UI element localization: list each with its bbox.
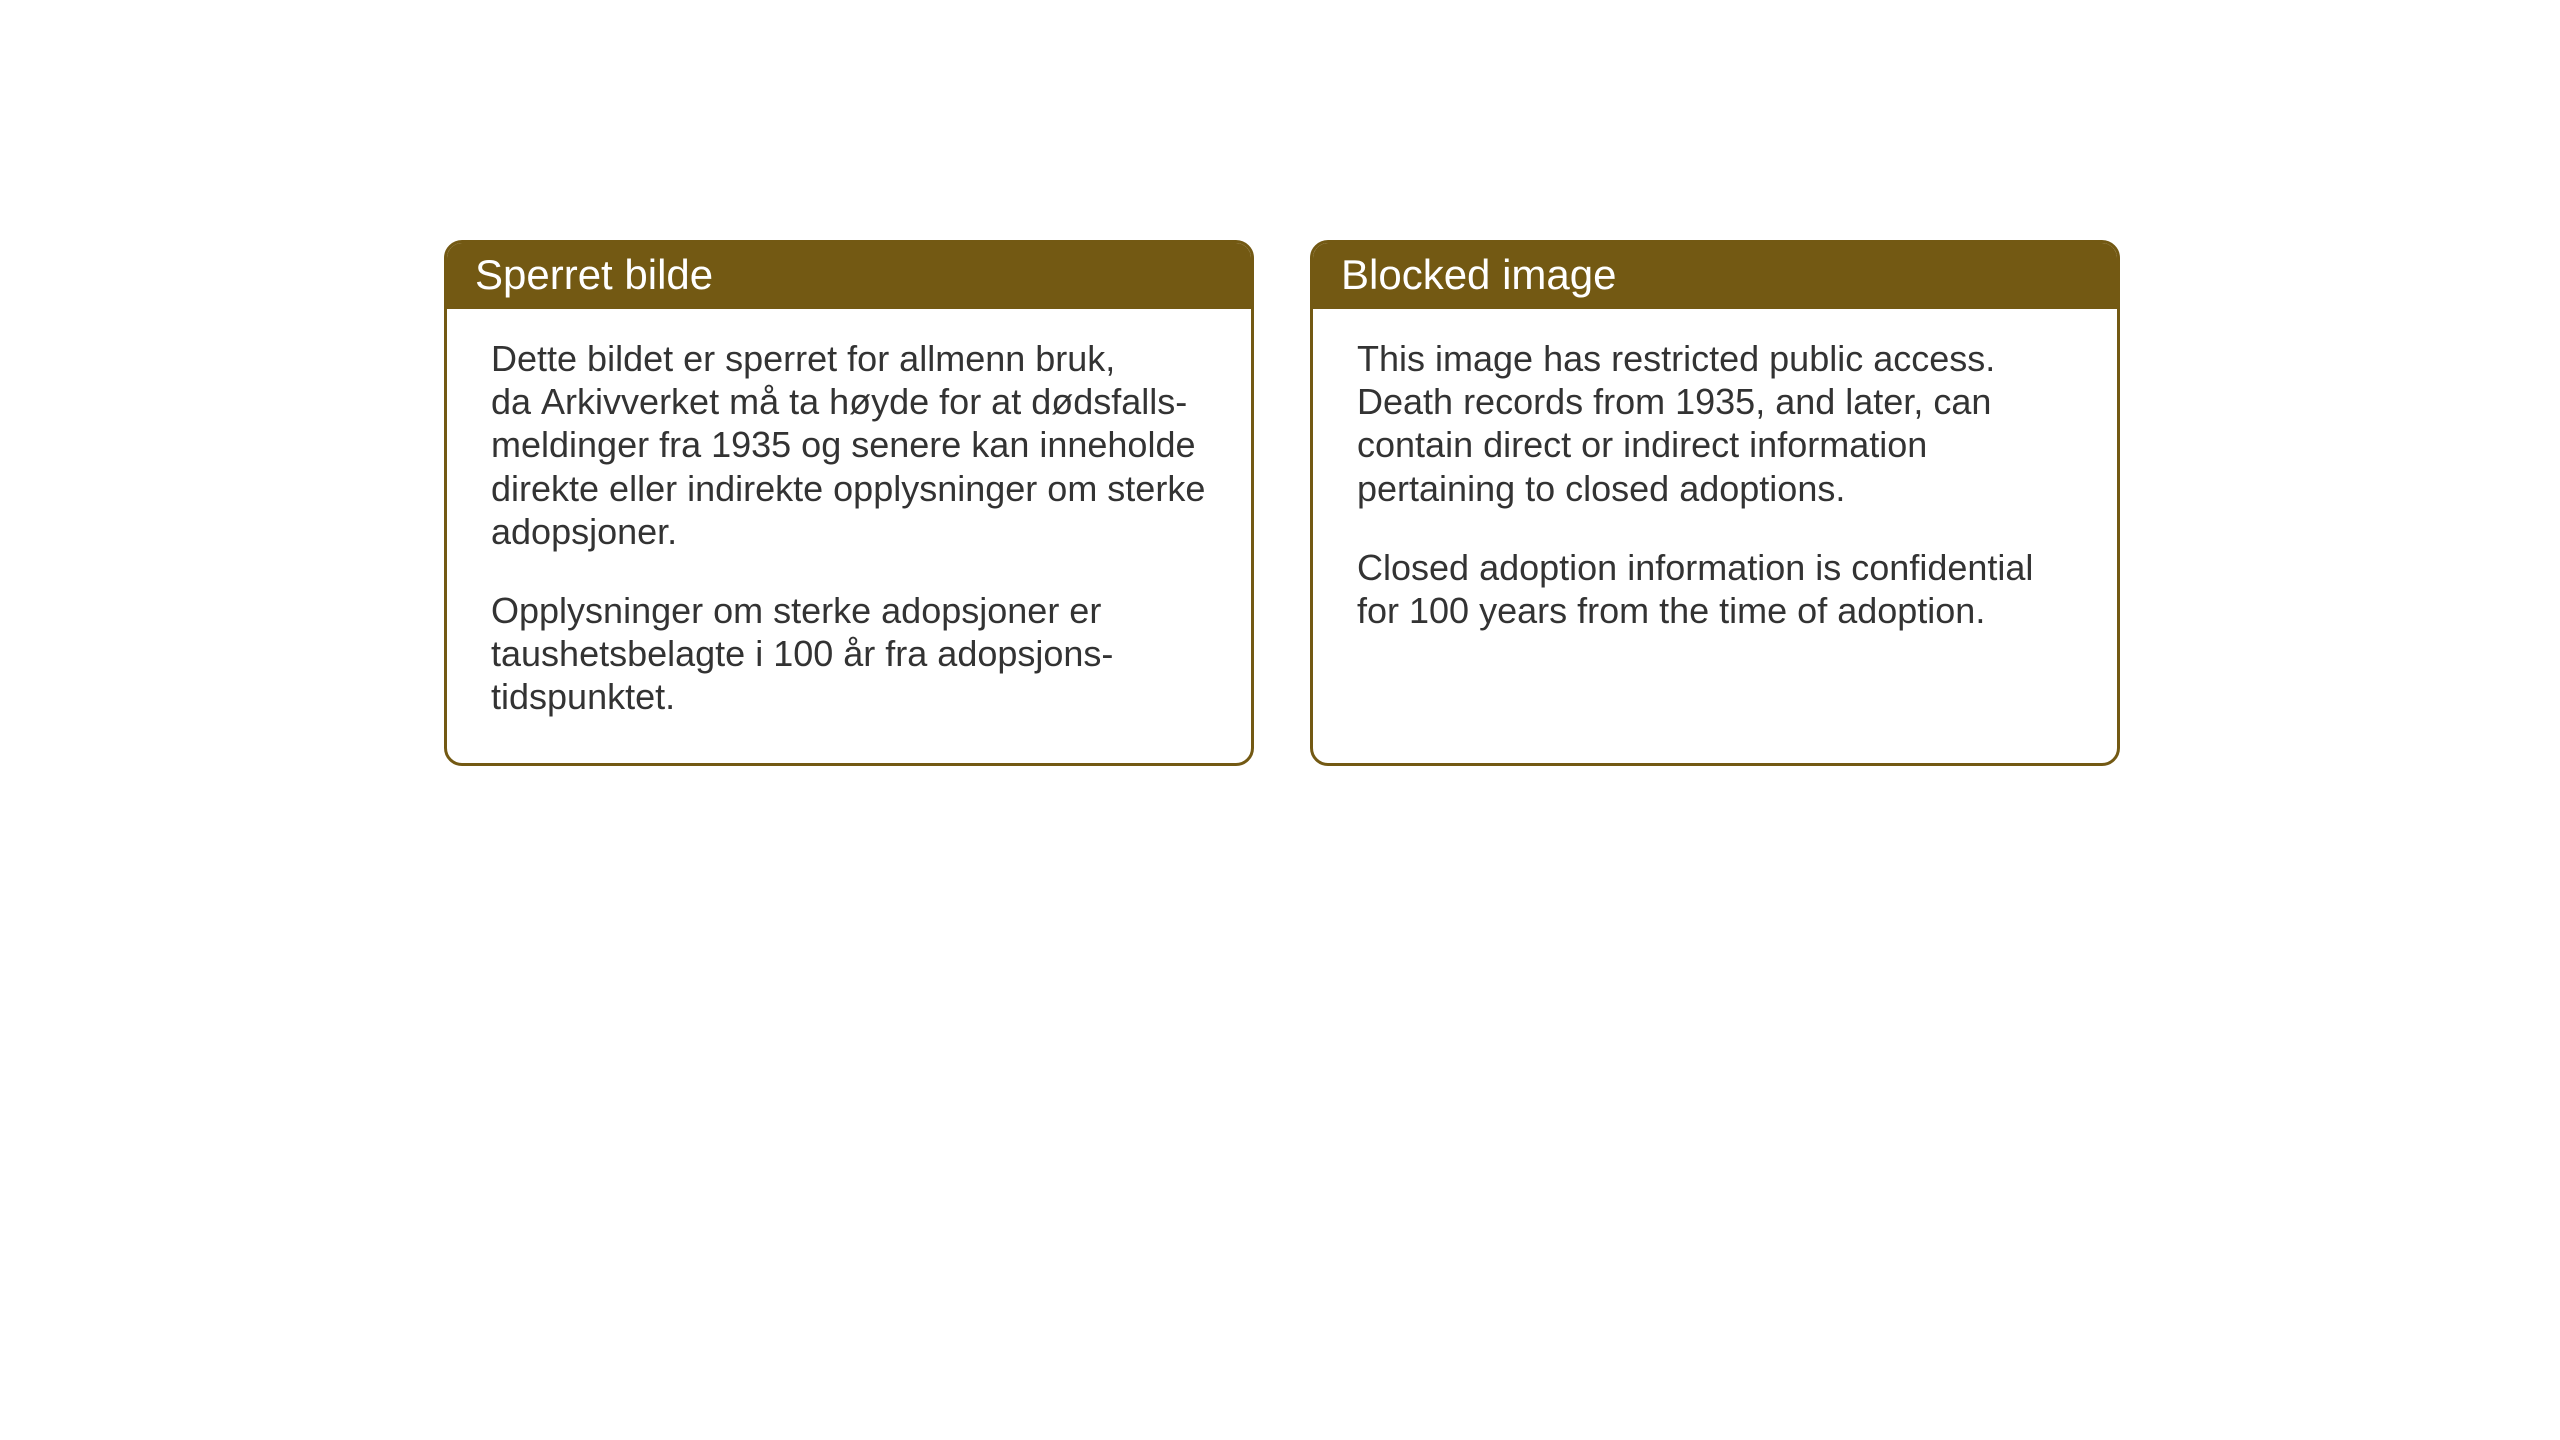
english-card-header: Blocked image [1313, 243, 2117, 309]
norwegian-card-body: Dette bildet er sperret for allmenn bruk… [447, 309, 1251, 763]
english-card-body: This image has restricted public access.… [1313, 309, 2117, 676]
norwegian-paragraph-1: Dette bildet er sperret for allmenn bruk… [491, 337, 1207, 553]
notice-container: Sperret bilde Dette bildet er sperret fo… [444, 240, 2120, 766]
english-paragraph-1: This image has restricted public access.… [1357, 337, 2073, 510]
english-notice-card: Blocked image This image has restricted … [1310, 240, 2120, 766]
english-card-title: Blocked image [1341, 251, 1616, 298]
norwegian-notice-card: Sperret bilde Dette bildet er sperret fo… [444, 240, 1254, 766]
norwegian-card-header: Sperret bilde [447, 243, 1251, 309]
english-paragraph-2: Closed adoption information is confident… [1357, 546, 2073, 632]
norwegian-paragraph-2: Opplysninger om sterke adopsjoner er tau… [491, 589, 1207, 719]
norwegian-card-title: Sperret bilde [475, 251, 713, 298]
